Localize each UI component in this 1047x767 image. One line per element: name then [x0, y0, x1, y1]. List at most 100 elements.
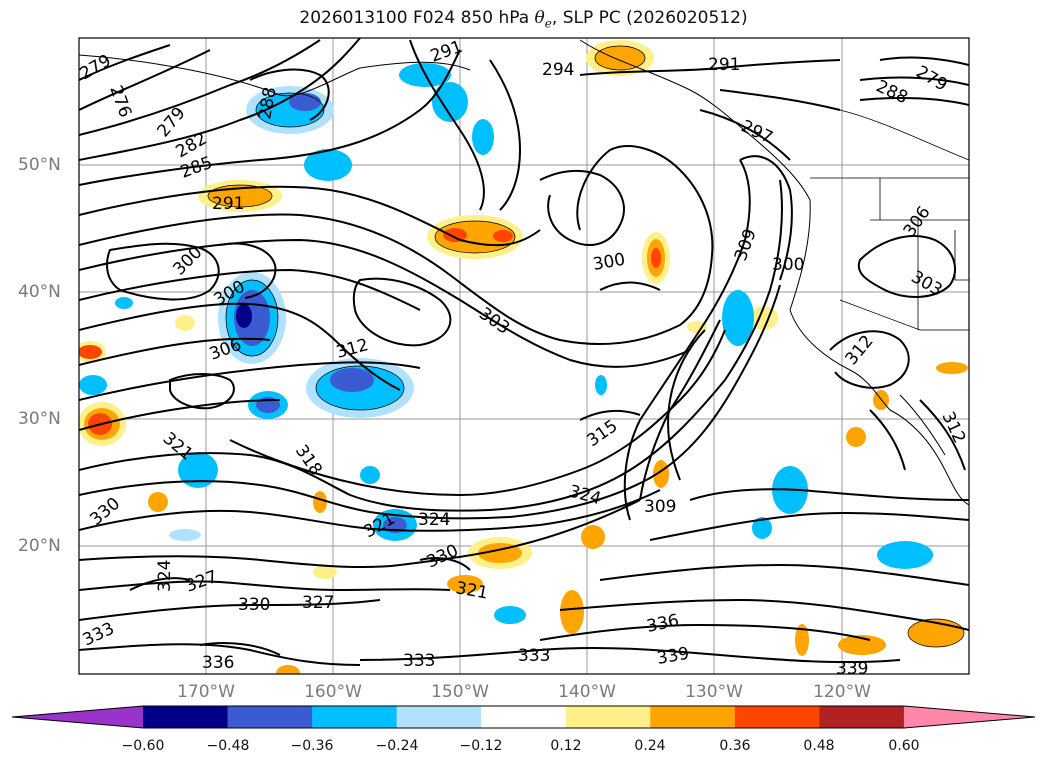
contour-label-333-c: 333: [518, 646, 550, 666]
shaded-fields: [79, 40, 968, 674]
lat-label-40n: 40°N: [18, 282, 61, 302]
cold-patch: [248, 391, 288, 419]
warm-patch: [846, 427, 866, 447]
colorbar-swatch: [481, 706, 567, 728]
colorbar-swatch: [819, 706, 905, 728]
cold-patch: [79, 375, 107, 395]
lon-label-120w: 120°W: [813, 682, 871, 702]
lat-label-20n: 20°N: [18, 536, 61, 556]
contour-label-330-a: 330: [86, 494, 124, 530]
colorbar-swatch: [734, 706, 820, 728]
contour-label-294: 294: [542, 60, 574, 80]
colorbar-tick-label: −0.12: [459, 738, 503, 754]
lon-label-130w: 130°W: [685, 682, 743, 702]
contour-label-324-c: 324: [155, 560, 175, 592]
colorbar-extend-low: [12, 706, 143, 728]
lon-label-140w: 140°W: [558, 682, 616, 702]
warm-patch: [276, 665, 300, 674]
contour-label-300-c: 300: [591, 250, 626, 275]
chart-title: 2026013100 F024 850 hPa θe, SLP PC (2026…: [299, 8, 748, 31]
contour-label-327-a: 327: [183, 567, 220, 597]
contour-label-309-b: 309: [644, 497, 676, 517]
contour-label-315: 315: [583, 416, 621, 451]
colorbar-swatch: [227, 706, 313, 728]
contour-label-288-b: 288: [873, 76, 911, 108]
colorbar-swatch: [143, 706, 229, 728]
warm-patch: [750, 306, 778, 330]
cold-patch: [246, 86, 334, 134]
warm-patch: [795, 624, 809, 656]
warm-patch: [838, 635, 886, 655]
contour-label-279-c: 279: [913, 62, 951, 96]
contour-label-group: 279 276 279 282 285 288 291 291 294 291 …: [79, 38, 969, 679]
colorbar-tick-label: −0.24: [375, 738, 419, 754]
lat-label-30n: 30°N: [18, 409, 61, 429]
contour-label-279-b: 279: [154, 103, 190, 141]
contour-label-333-b: 333: [403, 651, 435, 671]
warm-patch: [687, 321, 707, 333]
cold-patch: [360, 466, 380, 484]
colorbar-tick-label: −0.48: [206, 738, 250, 754]
lon-label-150w: 150°W: [431, 682, 489, 702]
warm-patch: [653, 460, 669, 488]
colorbar-swatch: [565, 706, 651, 728]
contour-label-312-c: 312: [937, 409, 969, 447]
warm-patch: [148, 492, 168, 512]
contour-label-333-a: 333: [80, 619, 118, 651]
contour-label-339-a: 339: [655, 644, 690, 669]
colorbar-tick-label: 0.36: [719, 738, 751, 754]
cold-patch: [595, 375, 607, 395]
cold-patch: [115, 297, 133, 309]
cold-patch: [432, 82, 468, 122]
contour-label-330-b: 330: [238, 595, 270, 615]
warm-patch: [313, 565, 337, 579]
warm-patch: [79, 341, 106, 363]
contour-label-321-c: 321: [454, 578, 489, 603]
cold-patch: [178, 452, 218, 488]
contour-lines: [79, 38, 969, 666]
cold-patch: [877, 541, 933, 569]
colorbar-tick-label: 0.12: [550, 738, 582, 754]
cold-patch: [306, 358, 414, 418]
cold-patch: [494, 606, 526, 624]
warm-patch: [642, 232, 670, 284]
warm-patch: [175, 315, 195, 331]
warm-patch: [581, 525, 605, 549]
lon-label-170w: 170°W: [177, 682, 235, 702]
warm-patch: [313, 491, 327, 513]
contour-label-303-a: 303: [475, 304, 513, 339]
cold-patch: [304, 149, 352, 181]
contour-label-330-c: 330: [424, 541, 462, 573]
contour-label-291-c: 291: [708, 55, 740, 75]
lon-label-160w: 160°W: [304, 682, 362, 702]
contour-label-291-a: 291: [212, 194, 244, 214]
contour-label-324-a: 324: [418, 510, 450, 530]
colorbar-swatch: [396, 706, 482, 728]
colorbar-swatch: [650, 706, 736, 728]
lat-label-50n: 50°N: [18, 155, 61, 175]
contour-label-276: 276: [105, 83, 135, 120]
contour-label-336-a: 336: [202, 653, 234, 673]
warm-patch: [936, 362, 968, 374]
contour-label-306-b: 306: [900, 203, 935, 241]
warm-patch: [560, 590, 584, 634]
colorbar-tick-label: −0.60: [121, 738, 165, 754]
map-area: 279 276 279 282 285 288 291 291 294 291 …: [79, 38, 969, 679]
colorbar-tick-label: −0.36: [290, 738, 334, 754]
contour-label-327-b: 327: [302, 593, 334, 613]
colorbar-tick-label: 0.24: [634, 738, 666, 754]
anomaly-outlines: [207, 45, 965, 648]
warm-patch: [447, 575, 483, 593]
colorbar-outline: [11, 705, 1036, 729]
contour-label-300-d: 300: [772, 255, 804, 275]
colorbar: [11, 705, 1036, 729]
colorbar-tick-label: 0.48: [803, 738, 835, 754]
contour-label-339-b: 339: [836, 659, 868, 679]
contour-label-336-b: 336: [645, 611, 681, 637]
contour-label-318: 318: [291, 441, 326, 479]
warm-patch: [427, 215, 523, 259]
cold-patch: [752, 517, 772, 539]
contour-label-309-a: 309: [731, 226, 761, 263]
colorbar-extend-high: [903, 706, 1035, 728]
